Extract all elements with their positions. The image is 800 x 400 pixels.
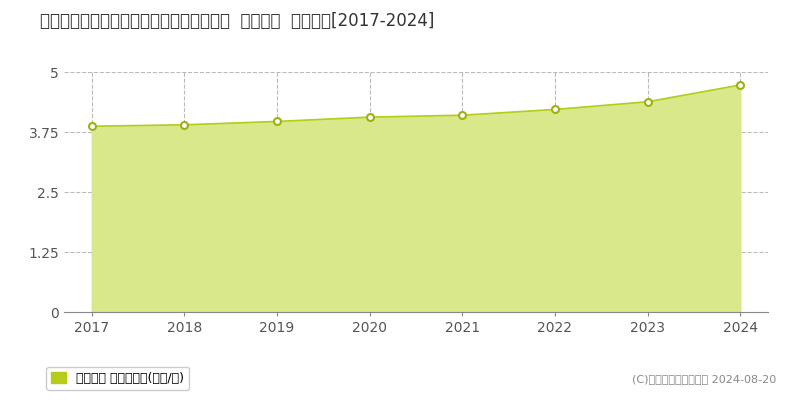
Text: 鳥取県米子市西福原７丁目１０６２番１外  地価公示  地価推移[2017-2024]: 鳥取県米子市西福原７丁目１０６２番１外 地価公示 地価推移[2017-2024]	[40, 12, 434, 30]
Legend: 地価公示 平均坪単価(万円/坪): 地価公示 平均坪単価(万円/坪)	[46, 367, 190, 390]
Text: (C)土地価格ドットコム 2024-08-20: (C)土地価格ドットコム 2024-08-20	[632, 374, 776, 384]
